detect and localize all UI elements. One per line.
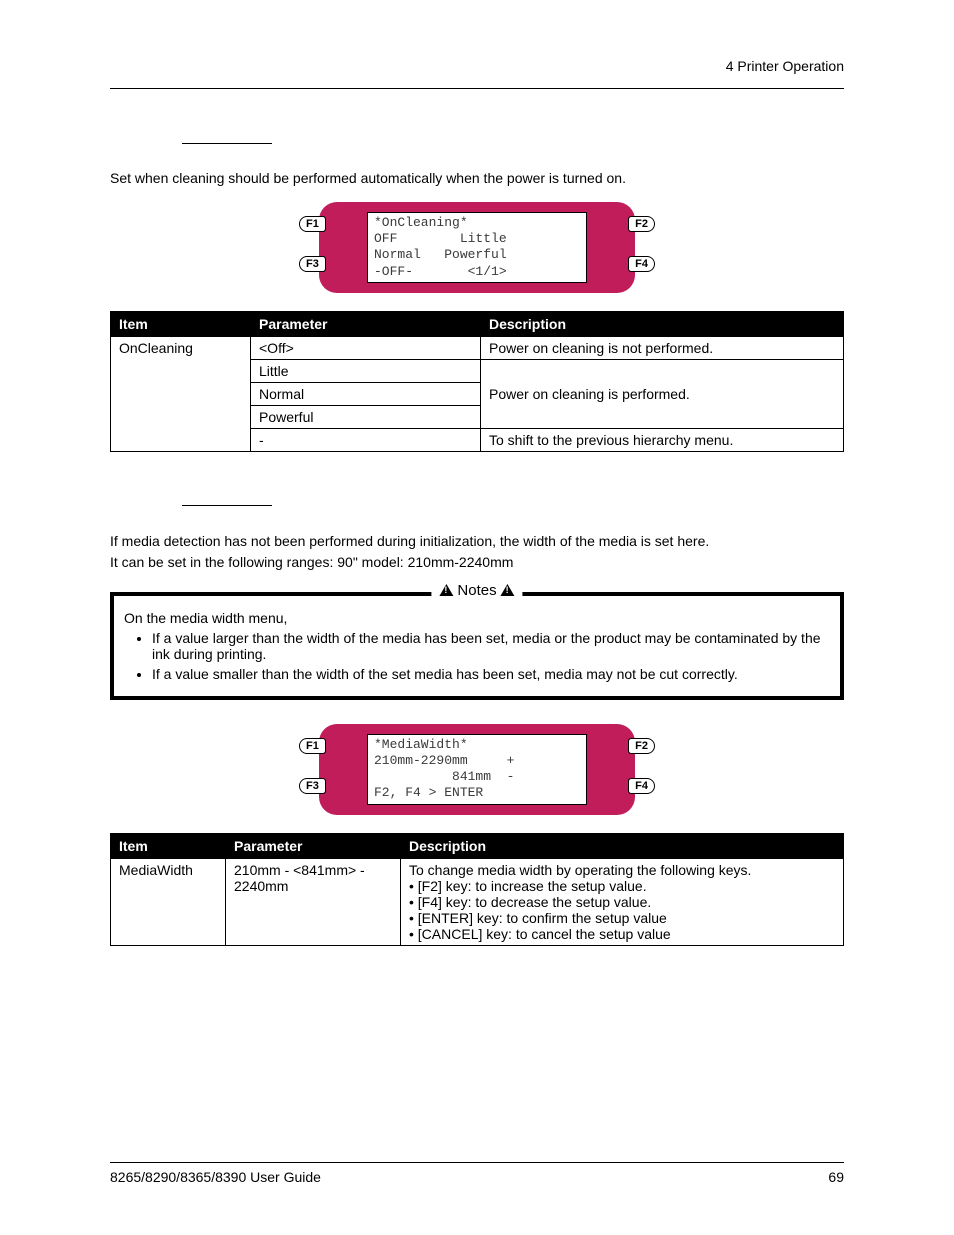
section1-title: (12) OnCleaning menu: [182, 133, 844, 153]
cell-param: Normal: [251, 382, 481, 405]
col-desc: Description: [401, 833, 844, 858]
notes-content: On the media width menu, If a value larg…: [114, 596, 840, 682]
lcd-panel-1: F1 F2 F3 F4 *OnCleaning* OFF Little Norm…: [319, 202, 635, 293]
cell-desc: To shift to the previous hierarchy menu.: [481, 428, 844, 451]
col-item: Item: [111, 311, 251, 336]
notes-bullet: If a value larger than the width of the …: [152, 630, 830, 662]
oncleaning-table: Item Parameter Description OnCleaning <O…: [110, 311, 844, 452]
section1-intro: Set when cleaning should be performed au…: [110, 169, 844, 188]
cell-param: Powerful: [251, 405, 481, 428]
title-rule: [182, 143, 272, 144]
cell-desc: Power on cleaning is performed.: [481, 359, 844, 428]
col-param: Parameter: [251, 311, 481, 336]
header-rule: [110, 88, 844, 89]
section2-intro1: If media detection has not been performe…: [110, 532, 844, 551]
lcd-body: F1 F2 F3 F4 *MediaWidth* 210mm-2290mm + …: [319, 724, 635, 815]
section1-name: OnCleaning menu: [314, 133, 451, 153]
header-right: 4 Printer Operation: [110, 58, 844, 74]
lcd-screen: *MediaWidth* 210mm-2290mm + 841mm - F2, …: [367, 734, 587, 805]
notes-lead: On the media width menu,: [124, 610, 830, 626]
cell-param: <Off>: [251, 336, 481, 359]
footer-pagenum: 69: [828, 1169, 844, 1185]
f3-key-icon: F3: [299, 256, 326, 272]
cell-param: 210mm - <841mm> - 2240mm: [226, 858, 401, 945]
section2-title: (13) Media Width menu: [182, 496, 844, 516]
col-param: Parameter: [226, 833, 401, 858]
footer-rule: [110, 1162, 844, 1163]
f3-key-icon: F3: [299, 778, 326, 794]
warning-icon: [439, 584, 453, 596]
notes-bullet: If a value smaller than the width of the…: [152, 666, 830, 682]
section2-intro2: It can be set in the following ranges: 9…: [110, 553, 844, 572]
cell-desc: To change media width by operating the f…: [401, 858, 844, 945]
warning-icon: [501, 584, 515, 596]
table-header-row: Item Parameter Description: [111, 311, 844, 336]
notes-right-tick: [754, 592, 844, 596]
notes-label: Notes: [431, 582, 522, 599]
table-header-row: Item Parameter Description: [111, 833, 844, 858]
section2-name: Media Width menu: [314, 496, 456, 516]
notes-list: If a value larger than the width of the …: [124, 630, 830, 682]
f4-key-icon: F4: [628, 256, 655, 272]
cell-desc: Power on cleaning is not performed.: [481, 336, 844, 359]
page: 4 Printer Operation (12) OnCleaning menu…: [0, 0, 954, 1235]
f2-key-icon: F2: [628, 216, 655, 232]
table-row: OnCleaning <Off> Power on cleaning is no…: [111, 336, 844, 359]
cell-param: Little: [251, 359, 481, 382]
section2-number: (13): [278, 496, 308, 516]
col-desc: Description: [481, 311, 844, 336]
cell-param: -: [251, 428, 481, 451]
notes-left-tick: [110, 592, 200, 596]
f2-key-icon: F2: [628, 738, 655, 754]
lcd-panel-2: F1 F2 F3 F4 *MediaWidth* 210mm-2290mm + …: [319, 724, 635, 815]
notes-box: Notes On the media width menu, If a valu…: [110, 592, 844, 700]
title-rule: [182, 505, 272, 506]
cell-item: OnCleaning: [111, 336, 251, 451]
col-item: Item: [111, 833, 226, 858]
mediawidth-table: Item Parameter Description MediaWidth 21…: [110, 833, 844, 946]
f1-key-icon: F1: [299, 738, 326, 754]
lcd-screen: *OnCleaning* OFF Little Normal Powerful …: [367, 212, 587, 283]
cell-item: MediaWidth: [111, 858, 226, 945]
notes-label-text: Notes: [457, 582, 496, 599]
table-row: MediaWidth 210mm - <841mm> - 2240mm To c…: [111, 858, 844, 945]
f1-key-icon: F1: [299, 216, 326, 232]
section1-number: (12): [278, 133, 308, 153]
footer: 8265/8290/8365/8390 User Guide 69: [110, 1162, 844, 1185]
footer-left: 8265/8290/8365/8390 User Guide: [110, 1169, 321, 1185]
lcd-body: F1 F2 F3 F4 *OnCleaning* OFF Little Norm…: [319, 202, 635, 293]
f4-key-icon: F4: [628, 778, 655, 794]
